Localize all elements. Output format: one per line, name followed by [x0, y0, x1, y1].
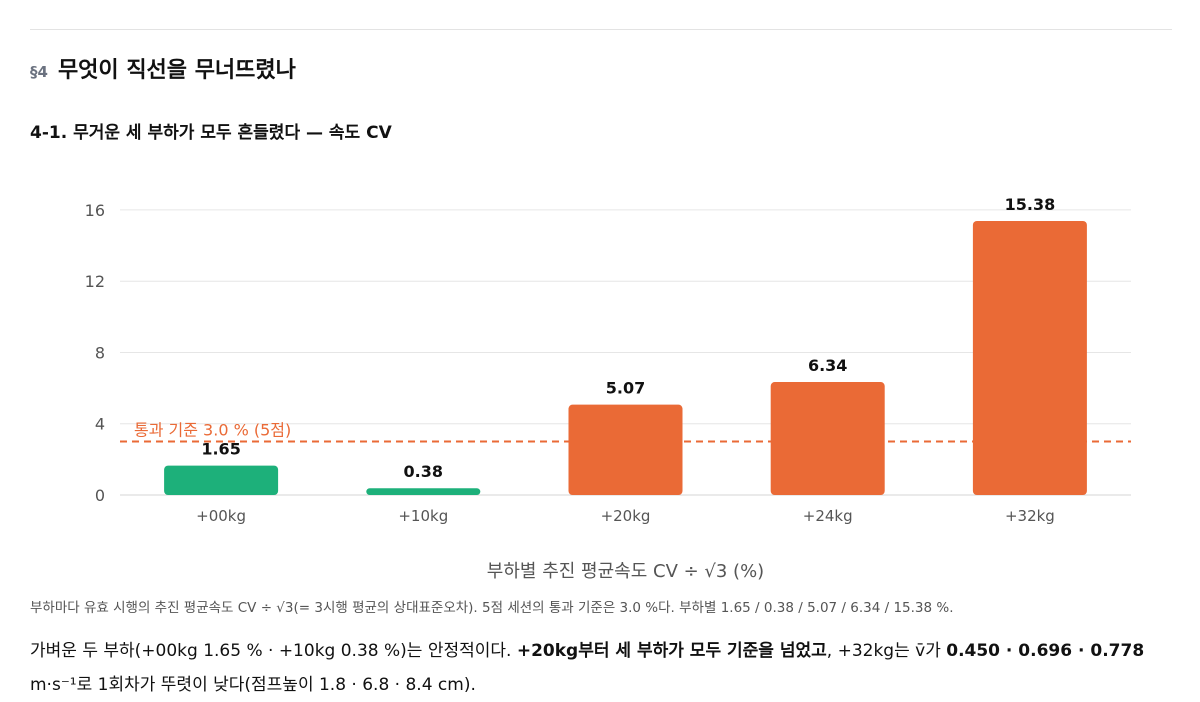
chart-caption: 부하마다 유효 시행의 추진 평균속도 CV ÷ √3(= 3시행 평균의 상대…	[30, 600, 954, 616]
y-tick-label: 0	[95, 486, 105, 505]
summary-text-3: m·s⁻¹로 1회차가 뚜렷이 낮다(점프높이 1.8 · 6.8 · 8.4 …	[30, 675, 476, 695]
x-axis-title: 부하별 추진 평균속도 CV ÷ √3 (%)	[487, 561, 764, 582]
bar-value-label: 1.65	[201, 440, 240, 459]
y-tick-label: 12	[85, 272, 105, 291]
bar-value-label: 5.07	[606, 379, 645, 398]
x-tick-label: +32kg	[1005, 507, 1055, 525]
section-number: §4	[30, 63, 48, 81]
bar	[972, 220, 1087, 495]
section-heading: §4 무엇이 직선을 무너뜨렸나	[30, 52, 296, 84]
top-divider	[30, 29, 1172, 30]
summary-text-2: , +32kg는 v̄가	[826, 641, 947, 661]
subsection-title: 4-1. 무거운 세 부하가 모두 흔들렸다 — 속도 CV	[30, 123, 392, 143]
y-tick-label: 8	[95, 343, 105, 362]
bar	[366, 488, 481, 495]
x-tick-label: +10kg	[398, 507, 448, 525]
bar-value-label: 15.38	[1005, 195, 1056, 214]
summary-emphasis-2: 0.450 · 0.696 · 0.778	[946, 641, 1145, 661]
bar-value-label: 6.34	[808, 356, 847, 375]
x-tick-label: +20kg	[601, 507, 651, 525]
y-tick-label: 4	[95, 415, 105, 434]
bar	[770, 382, 885, 495]
bar	[568, 404, 683, 495]
bar-value-label: 0.38	[404, 462, 443, 481]
x-tick-label: +00kg	[196, 507, 246, 525]
summary-emphasis-1: +20kg부터 세 부하가 모두 기준을 넘었고	[516, 641, 827, 661]
y-tick-label: 16	[85, 201, 105, 220]
summary-text-1: 가벼운 두 부하(+00kg 1.65 % · +10kg 0.38 %)는 안…	[30, 641, 517, 661]
summary-paragraph: 가벼운 두 부하(+00kg 1.65 % · +10kg 0.38 %)는 안…	[30, 634, 1175, 702]
threshold-label: 통과 기준 3.0 % (5점)	[134, 421, 291, 440]
bar	[164, 465, 279, 495]
x-tick-label: +24kg	[803, 507, 853, 525]
cv-bar-chart: 0 4 8 12 16 1.65 +00kg 0.38 +10kg 5.07 +20kg 6.34 +2…	[85, 195, 1131, 582]
section-title: 무엇이 직선을 무너뜨렸나	[57, 58, 296, 83]
